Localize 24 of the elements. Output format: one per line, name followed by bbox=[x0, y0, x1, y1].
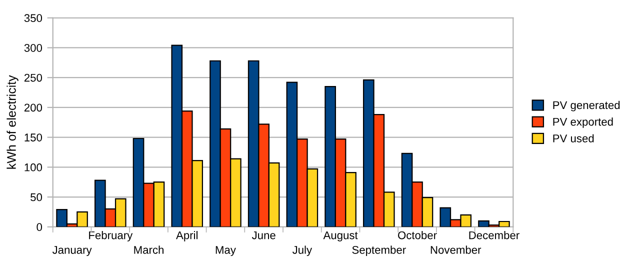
y-tick-label: 50 bbox=[30, 193, 42, 202]
legend-label: PV used bbox=[553, 134, 594, 142]
legend-label: PV exported bbox=[553, 118, 613, 128]
x-tick-label: June bbox=[252, 231, 276, 240]
x-tick-label: July bbox=[292, 246, 312, 256]
x-tick-label: November bbox=[430, 246, 482, 254]
y-axis-title: kWh of electricity bbox=[6, 75, 18, 169]
y-tick-label: 100 bbox=[24, 163, 42, 172]
y-tick-label: 300 bbox=[24, 44, 42, 52]
legend-label: PV generated bbox=[553, 100, 620, 112]
x-tick-label: September bbox=[352, 246, 406, 256]
y-tick-label: 200 bbox=[24, 104, 42, 112]
x-tick-label: February bbox=[89, 231, 133, 242]
x-tick-label: May bbox=[216, 246, 236, 256]
x-tick-label: December bbox=[469, 231, 520, 240]
x-tick-label: January bbox=[52, 246, 92, 256]
x-tick-label: April bbox=[176, 231, 198, 242]
x-tick-label: March bbox=[134, 246, 164, 254]
y-tick-label: 0 bbox=[36, 223, 42, 232]
y-tick-label: 350 bbox=[24, 14, 42, 22]
y-tick-label: 150 bbox=[24, 134, 42, 142]
x-tick-label: October bbox=[398, 231, 437, 240]
y-tick-label: 250 bbox=[24, 74, 42, 82]
x-tick-label: August bbox=[323, 231, 358, 242]
